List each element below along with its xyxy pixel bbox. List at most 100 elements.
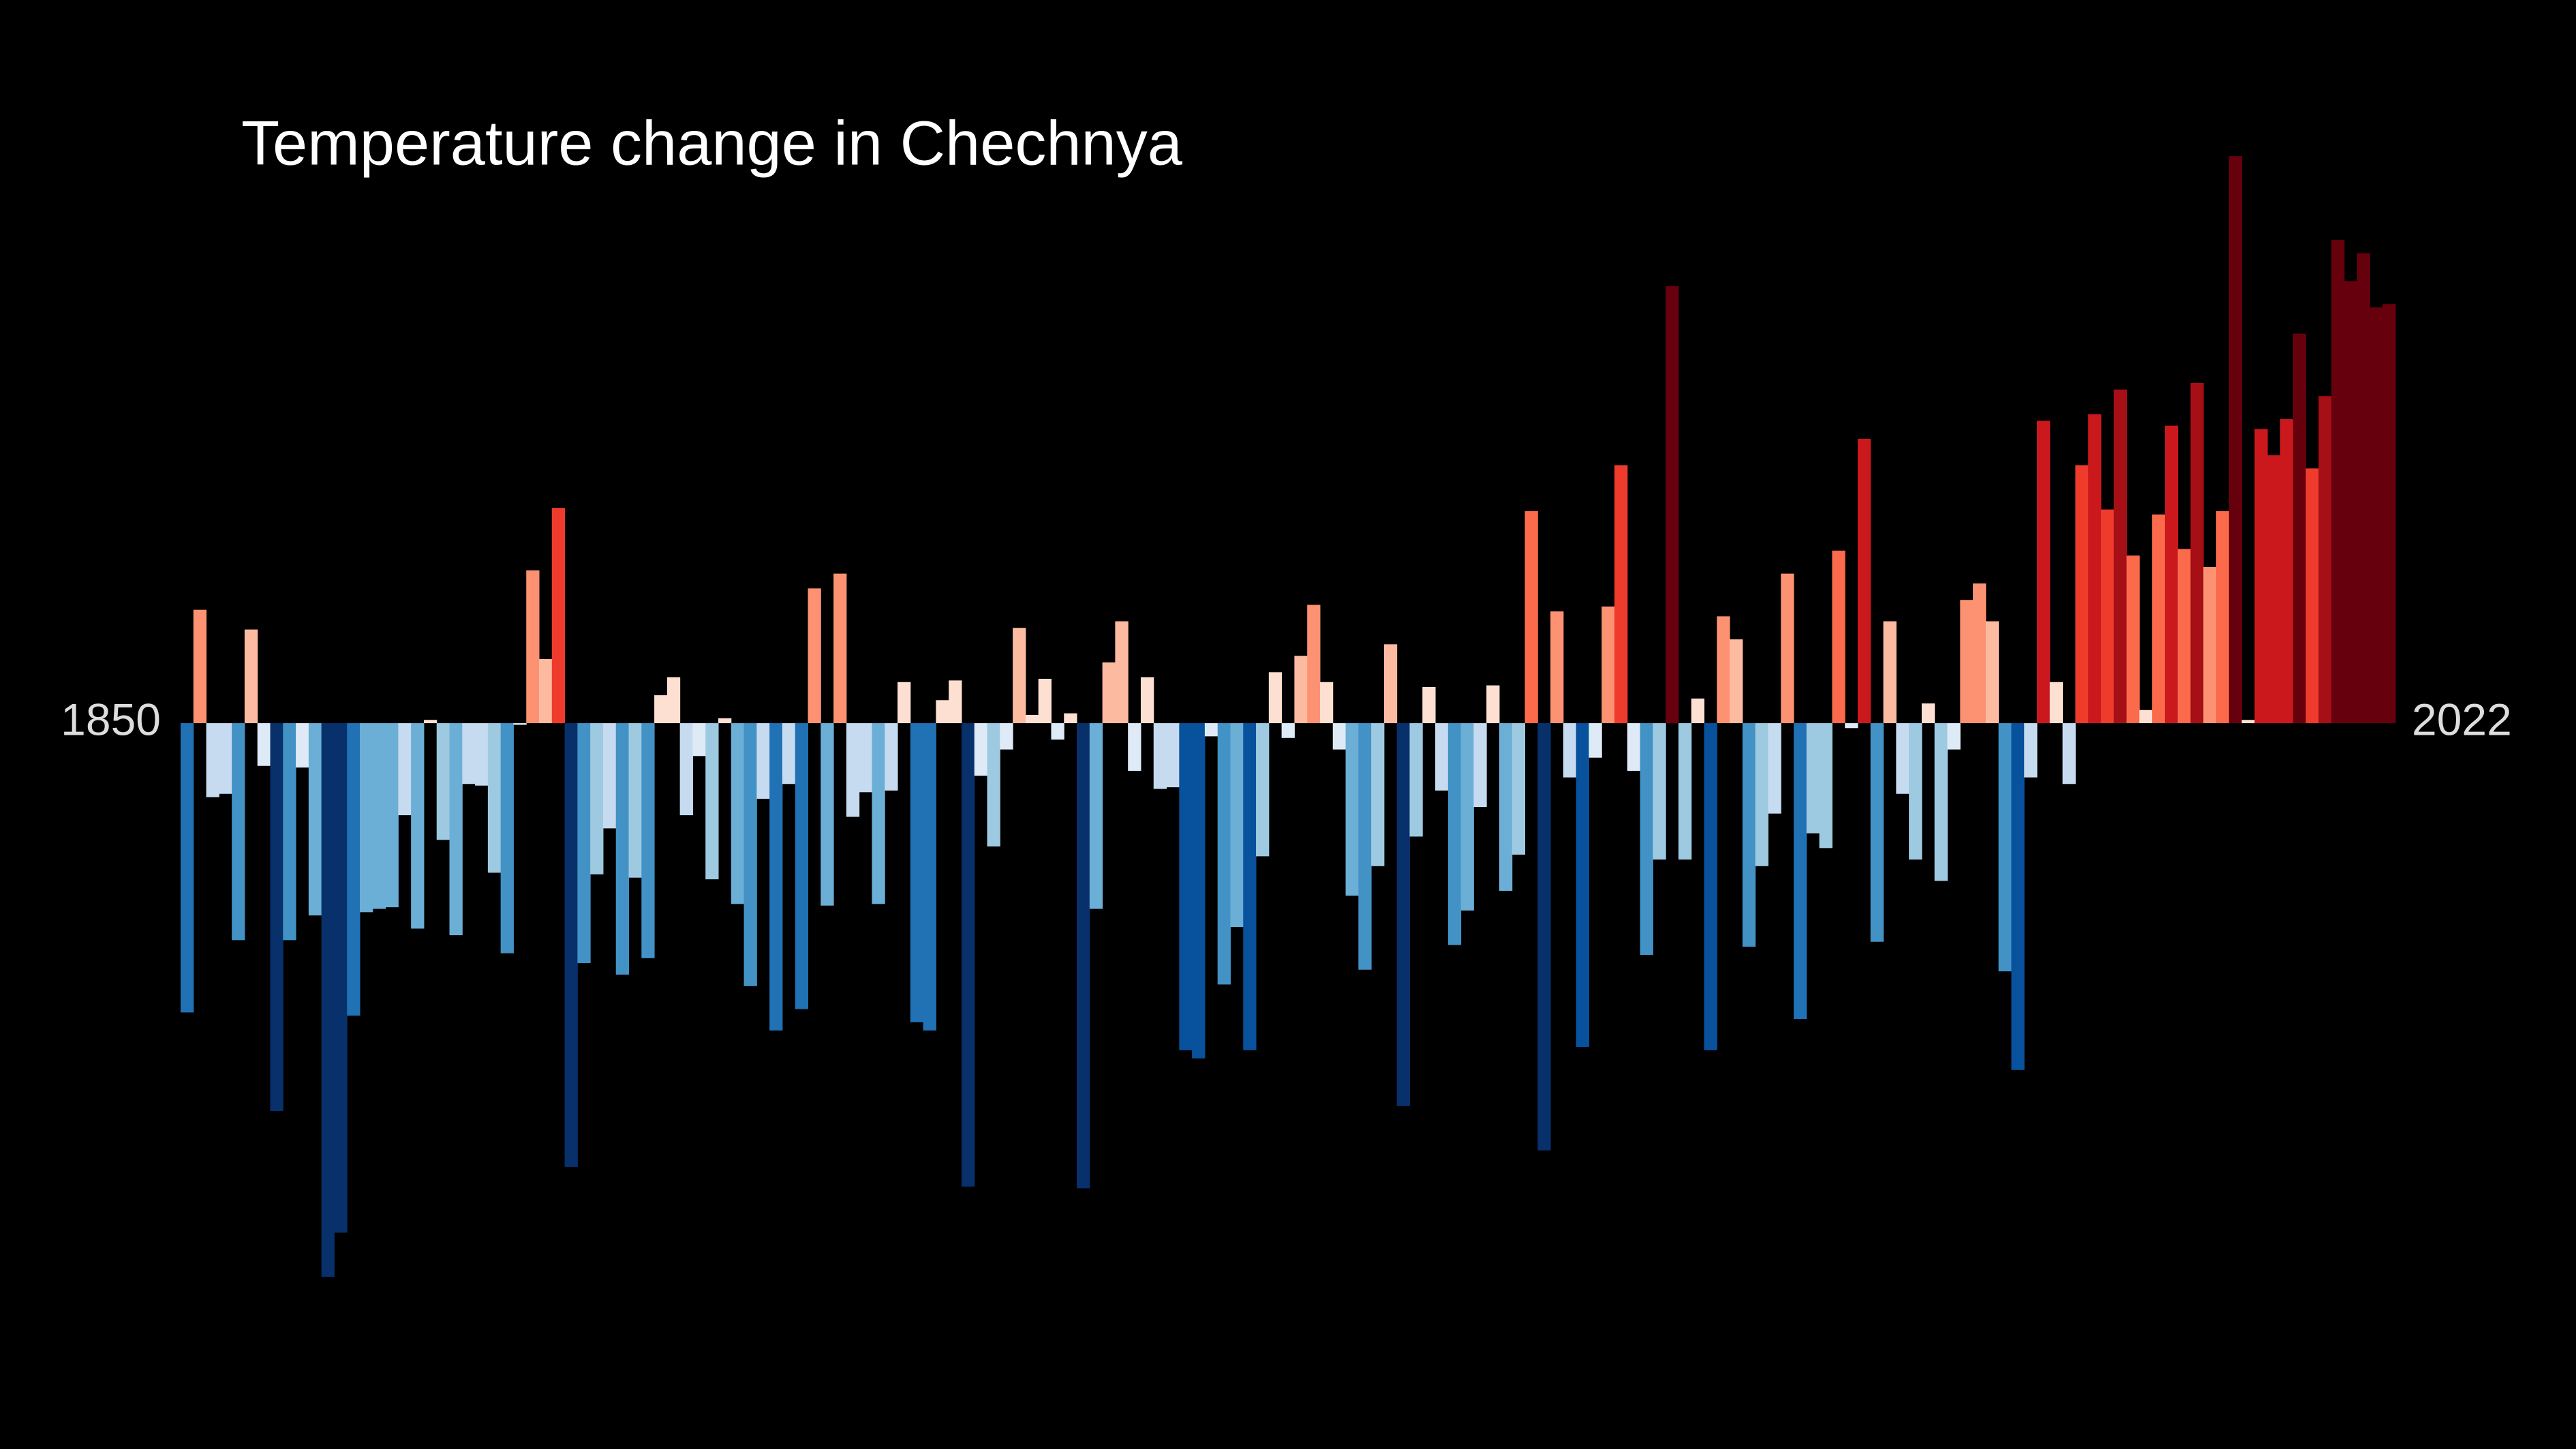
bar: [1064, 713, 1077, 724]
bar: [2088, 414, 2102, 724]
bar: [2203, 566, 2217, 724]
bar: [1077, 723, 1090, 1189]
bar: [1742, 723, 1756, 947]
bar: [1486, 685, 1500, 724]
bar: [1998, 723, 2012, 972]
bar: [2344, 281, 2358, 724]
bar: [487, 723, 502, 873]
bar: [526, 570, 540, 724]
bar: [1537, 723, 1551, 1150]
bar: [949, 680, 962, 724]
bar: [974, 723, 988, 776]
bar: [615, 723, 630, 975]
bar: [1230, 723, 1244, 928]
bar: [385, 723, 399, 908]
bar: [360, 723, 373, 913]
bar: [641, 723, 655, 958]
bar: [961, 723, 975, 1187]
bar: [1038, 678, 1052, 724]
bar: [1947, 723, 1961, 750]
bar: [821, 723, 834, 906]
bar: [2318, 396, 2332, 724]
x-tick-label: 2022: [2412, 694, 2512, 744]
bar: [1589, 723, 1602, 758]
bar: [2036, 421, 2051, 724]
bar: [666, 677, 681, 724]
bar: [602, 723, 617, 829]
bar: [1704, 723, 1717, 1050]
bar: [500, 723, 514, 954]
bar: [1717, 616, 1730, 724]
bar: [1845, 723, 1858, 729]
bar: [1614, 465, 1628, 724]
bar: [1691, 698, 1705, 724]
bar: [872, 723, 885, 904]
bar: [232, 723, 245, 941]
bar: [1307, 605, 1321, 724]
bar: [705, 723, 719, 880]
bar: [2293, 333, 2306, 724]
bar: [462, 723, 476, 784]
bar: [2331, 240, 2345, 724]
bar: [756, 723, 770, 799]
bar: [743, 723, 757, 986]
bar: [551, 508, 566, 724]
bar: [1921, 703, 1935, 724]
bar: [1447, 723, 1462, 945]
bar: [2190, 382, 2204, 724]
bar: [1422, 687, 1436, 724]
bar: [181, 723, 194, 1013]
bar: [1268, 672, 1283, 724]
bar: [2370, 307, 2383, 724]
bar: [718, 718, 732, 724]
bar: [2152, 514, 2166, 724]
bar: [1563, 723, 1577, 778]
bar: [2267, 455, 2281, 724]
bar: [782, 723, 796, 784]
bar: [1781, 573, 1794, 724]
bar: [1166, 723, 1180, 788]
bar: [923, 723, 936, 1031]
bar: [1013, 628, 1026, 724]
bar: [1832, 550, 1845, 724]
bar: [692, 723, 706, 757]
bar: [1179, 723, 1193, 1050]
bar: [731, 723, 745, 904]
bar: [1383, 644, 1398, 724]
bar: [1115, 621, 1129, 724]
bar: [1000, 723, 1013, 750]
bar: [1576, 723, 1589, 1048]
bar: [2241, 720, 2255, 724]
bar: [987, 723, 1000, 846]
bar: [2305, 468, 2319, 724]
bar: [2049, 682, 2064, 724]
bar: [1640, 723, 1653, 956]
bar: [654, 695, 668, 724]
bar: [577, 723, 591, 964]
bar: [846, 723, 860, 817]
bar: [308, 723, 322, 916]
bar: [1102, 662, 1116, 724]
bar: [193, 609, 207, 724]
bar: [808, 588, 821, 724]
bar: [219, 723, 232, 794]
bar: [1371, 723, 1385, 866]
bar: [1896, 723, 1910, 794]
bar: [1524, 511, 1538, 724]
bar: [1499, 723, 1513, 891]
bar: [1985, 621, 1999, 724]
bar: [1883, 621, 1897, 724]
bar: [1051, 723, 1064, 740]
bar: [1153, 723, 1167, 789]
bar: [1960, 600, 1974, 724]
bar: [1909, 723, 1922, 860]
bar: [1294, 656, 1308, 724]
bar: [1601, 606, 1615, 724]
bar: [1204, 723, 1218, 737]
bar: [898, 682, 911, 724]
bar: [1678, 723, 1692, 860]
bar: [1345, 723, 1359, 896]
bar: [1512, 723, 1526, 855]
bar: [1243, 723, 1257, 1050]
